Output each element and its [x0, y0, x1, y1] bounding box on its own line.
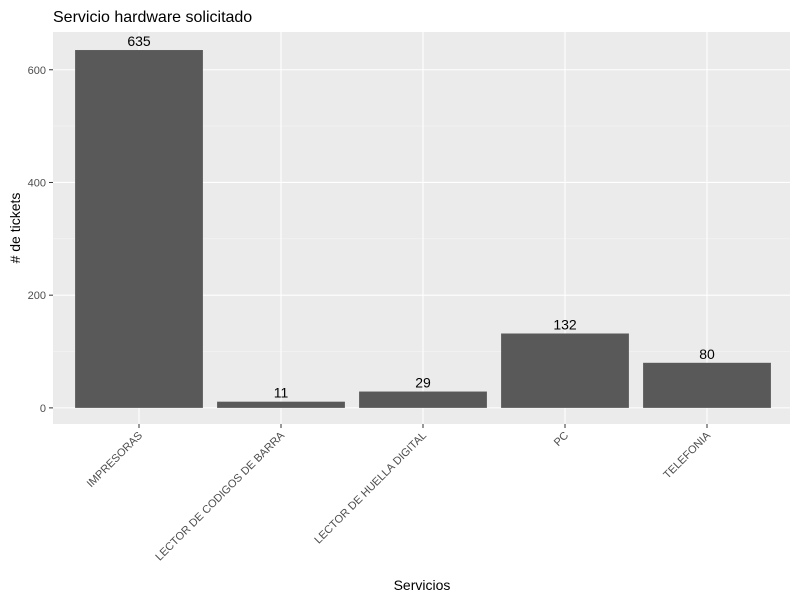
y-tick-label: 200	[28, 290, 46, 302]
data-label: 132	[553, 316, 577, 332]
x-axis-ticks: IMPRESORAS LECTOR DE CODIGOS DE BARRA LECT…	[85, 424, 714, 563]
bar	[217, 401, 345, 408]
x-tick-label: PC	[552, 430, 571, 449]
x-tick-label: IMPRESORAS	[85, 430, 145, 490]
bar	[359, 391, 487, 408]
chart-title: Servicio hardware solicitado	[53, 9, 252, 26]
data-labels: 635 11 29 132 80	[127, 33, 715, 401]
x-tick-label: LECTOR DE HUELLA DIGITAL	[312, 430, 429, 547]
y-axis-title: # de tickets	[7, 193, 23, 264]
x-tick-label: TELEFONIA	[661, 429, 713, 481]
bar	[643, 362, 771, 408]
bar	[501, 333, 629, 408]
y-tick-label: 0	[40, 403, 46, 415]
y-axis-ticks: 0 200 400 600	[28, 65, 53, 415]
data-label: 11	[274, 385, 289, 401]
bars	[75, 50, 771, 408]
data-label: 29	[415, 375, 431, 391]
x-tick-label: LECTOR DE CODIGOS DE BARRA	[153, 429, 287, 563]
y-tick-label: 600	[28, 65, 46, 77]
x-axis-title: Servicios	[394, 577, 451, 593]
data-label: 80	[699, 346, 715, 362]
data-label: 635	[127, 33, 151, 49]
y-tick-label: 400	[28, 177, 46, 189]
bar	[75, 50, 203, 408]
